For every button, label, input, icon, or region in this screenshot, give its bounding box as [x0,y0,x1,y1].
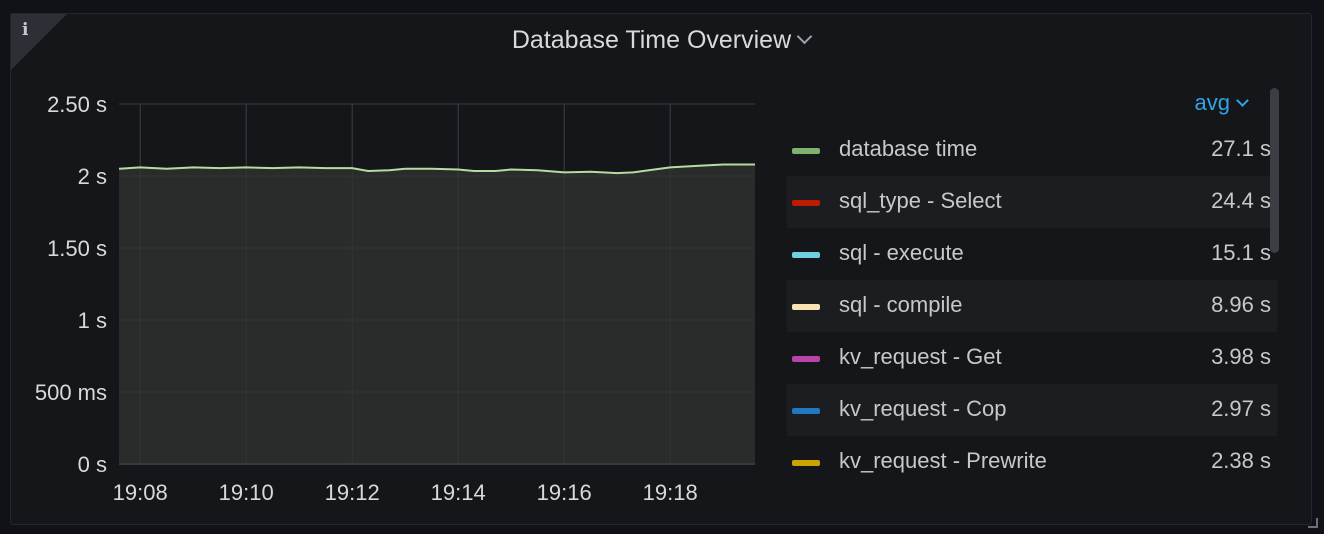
legend-item-value: 8.96 s [1211,292,1271,317]
y-tick-label: 2.50 s [47,92,107,117]
legend-swatch[interactable] [792,252,820,258]
x-tick-label: 19:08 [113,480,168,505]
legend-item-name: sql - execute [839,240,964,265]
legend-rows: database time 27.1 s sql_type - Select 24.4… [787,124,1277,488]
legend-item-name: kv_request - Prewrite [839,448,1047,473]
chevron-down-icon [1236,94,1249,107]
legend-item-value: 2.97 s [1211,396,1271,421]
x-tick-label: 19:16 [537,480,592,505]
legend-scrollbar[interactable] [1270,88,1279,253]
legend: avg database time 27.1 s sql_type - Select… [787,84,1277,494]
series-line-database-time [118,163,755,175]
legend-item-value: 2.38 s [1211,448,1271,473]
legend-item[interactable]: sql_type - Select 24.4 s [787,176,1277,228]
panel-title: Database Time Overview [511,26,792,54]
legend-item-name: sql_type - Select [839,188,1002,213]
legend-item-name: database time [839,136,978,161]
legend-item-name: sql - compile [839,292,963,317]
legend-item[interactable]: kv_request - Cop 2.97 s [787,384,1277,436]
chart-grid-overlay [119,103,755,465]
y-tick-label: 2 s [78,164,107,189]
y-tick-label: 1.50 s [47,236,107,261]
info-corner [11,14,67,70]
legend-swatch[interactable] [792,408,820,414]
y-axis-ticks: 0 s 500 ms 1 s 1.50 s 2 s 2.50 s [35,92,107,477]
legend-item-value: 27.1 s [1211,136,1271,161]
panel-title-menu[interactable]: Database Time Overview [11,26,1311,55]
y-tick-label: 500 ms [35,380,107,405]
legend-swatch[interactable] [792,460,820,466]
x-tick-label: 19:12 [325,480,380,505]
legend-swatch[interactable] [792,356,820,362]
legend-item-value: 3.98 s [1211,344,1271,369]
series-area-database-time [119,164,755,464]
legend-item[interactable]: sql - execute 15.1 s [787,228,1277,280]
legend-swatch[interactable] [792,200,820,206]
legend-sort-label: avg [1194,90,1230,115]
legend-item-name: kv_request - Get [839,344,1002,369]
legend-item[interactable]: sql - compile 8.96 s [787,280,1277,332]
legend-item[interactable]: kv_request - Get 3.98 s [787,332,1277,384]
info-icon[interactable]: i [22,20,29,40]
x-tick-label: 19:18 [643,480,698,505]
x-axis-ticks: 19:08 19:10 19:12 19:14 19:16 19:18 [113,480,698,505]
x-tick-label: 19:10 [219,480,274,505]
legend-item-value: 15.1 s [1211,240,1271,265]
resize-handle[interactable] [1308,518,1318,528]
y-tick-label: 0 s [78,452,107,477]
legend-item-value: 24.4 s [1211,188,1271,213]
legend-item[interactable]: kv_request - Prewrite 2.38 s [787,436,1277,488]
x-tick-label: 19:14 [431,480,486,505]
legend-sort-avg[interactable]: avg [1194,90,1249,116]
legend-swatch[interactable] [792,148,820,154]
legend-item-name: kv_request - Cop [839,396,1007,421]
legend-swatch[interactable] [792,304,820,310]
legend-item[interactable]: database time 27.1 s [787,124,1277,176]
y-tick-label: 1 s [78,308,107,333]
